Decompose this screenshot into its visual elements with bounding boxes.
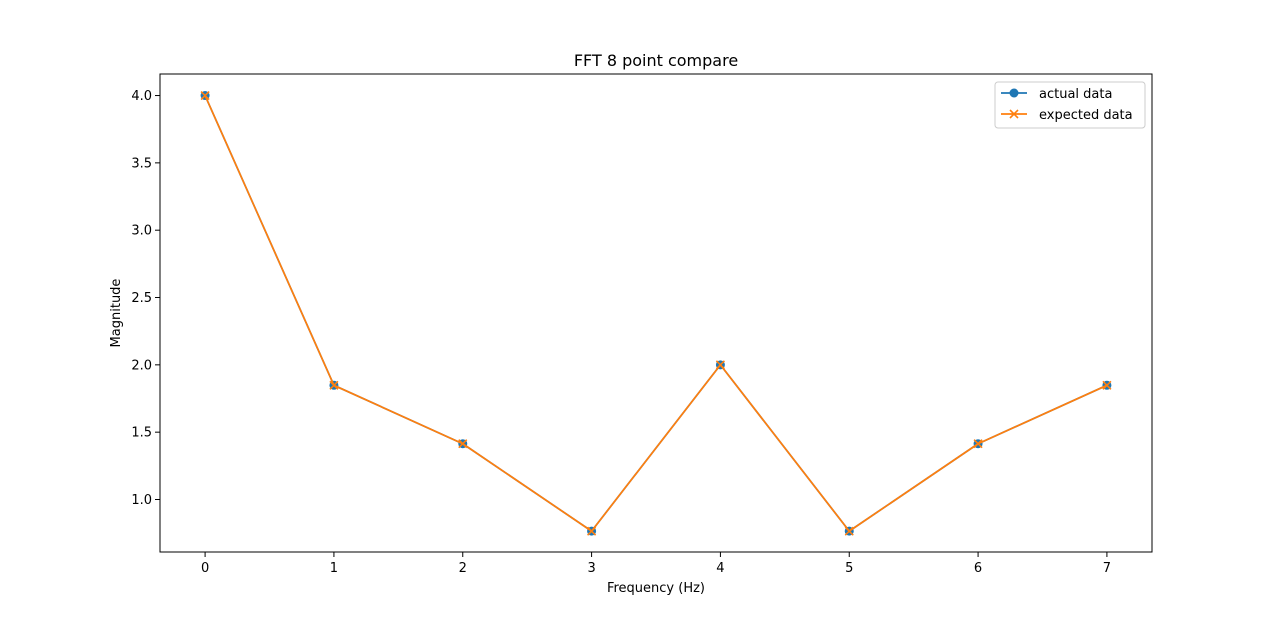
y-tick-label: 2.5 <box>131 291 152 306</box>
x-tick-label: 2 <box>459 561 467 576</box>
plot-area: 0 1 2 3 4 5 6 7 1.0 1.5 2.0 2.5 3.0 3.5 4.0 <box>131 73 1153 576</box>
x-axis-label: Frequency (Hz) <box>607 581 705 596</box>
x-axis-ticks: 0 1 2 3 4 5 6 7 <box>201 552 1111 576</box>
y-tick-label: 2.0 <box>131 358 152 373</box>
y-tick-label: 1.0 <box>131 493 152 508</box>
y-tick-label: 3.0 <box>131 224 152 239</box>
x-tick-label: 1 <box>330 561 338 576</box>
x-tick-label: 0 <box>201 561 209 576</box>
y-tick-label: 3.5 <box>131 156 152 171</box>
data-point-expected <box>329 380 339 390</box>
y-tick-label: 4.0 <box>131 89 152 104</box>
legend-box <box>994 81 1146 129</box>
legend-marker-actual <box>1009 88 1019 98</box>
series-line-expected <box>204 95 1108 532</box>
plot-frame <box>159 73 1153 553</box>
data-point-expected <box>715 360 725 370</box>
data-point-expected <box>1102 380 1112 390</box>
y-tick-label: 1.5 <box>131 426 152 441</box>
legend-marker-expected <box>1009 109 1019 119</box>
data-point-expected <box>973 439 983 449</box>
series-layer <box>200 90 1112 536</box>
chart-title: FFT 8 point compare <box>574 51 738 70</box>
legend-label-expected: expected data <box>1039 108 1133 123</box>
x-tick-label: 5 <box>845 561 853 576</box>
data-point-expected <box>587 526 597 536</box>
data-point-expected <box>200 90 210 101</box>
y-axis-ticks: 1.0 1.5 2.0 2.5 3.0 3.5 4.0 <box>131 89 160 508</box>
x-tick-label: 3 <box>587 561 595 576</box>
x-tick-label: 7 <box>1103 561 1111 576</box>
x-tick-label: 6 <box>974 561 982 576</box>
legend: actual data expected data <box>994 81 1146 129</box>
data-point-expected <box>844 526 854 536</box>
legend-label-actual: actual data <box>1039 87 1112 102</box>
data-point-expected <box>458 439 468 449</box>
y-axis-label: Magnitude <box>109 279 124 348</box>
x-tick-label: 4 <box>716 561 724 576</box>
